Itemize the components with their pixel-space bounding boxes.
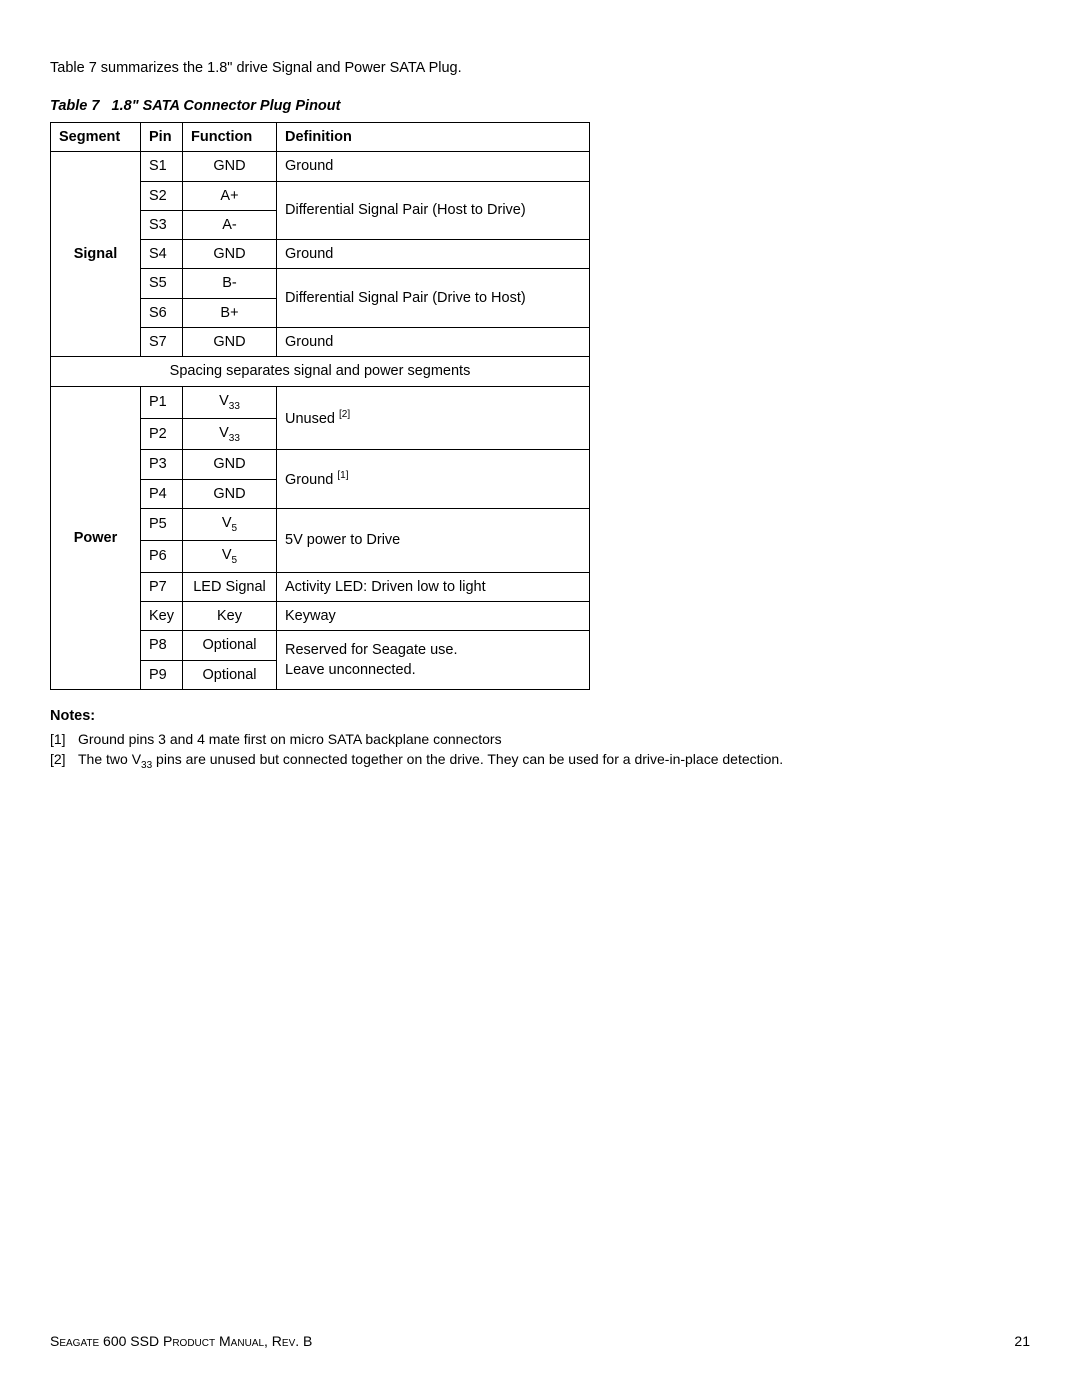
def-cell: Differential Signal Pair (Drive to Host): [277, 269, 590, 328]
func-cell: GND: [183, 328, 277, 357]
pin-cell: P8: [141, 631, 183, 660]
table-row: Power P1 V33 Unused [2]: [51, 386, 590, 418]
note-num: [2]: [50, 750, 78, 773]
segment-signal: Signal: [51, 152, 141, 357]
pin-cell: S4: [141, 240, 183, 269]
note-item: [1] Ground pins 3 and 4 mate first on mi…: [50, 730, 1030, 750]
func-cell: V33: [183, 418, 277, 450]
segment-power: Power: [51, 386, 141, 689]
func-cell: A-: [183, 210, 277, 239]
note-text: The two V33 pins are unused but connecte…: [78, 750, 783, 773]
def-cell: Ground: [277, 328, 590, 357]
func-cell: V5: [183, 509, 277, 541]
def-cell: Ground: [277, 152, 590, 181]
func-cell: GND: [183, 479, 277, 508]
func-cell: GND: [183, 152, 277, 181]
def-cell: Keyway: [277, 602, 590, 631]
pin-cell: S7: [141, 328, 183, 357]
th-definition: Definition: [277, 123, 590, 152]
pin-cell: P3: [141, 450, 183, 479]
pin-cell: S1: [141, 152, 183, 181]
note-text: Ground pins 3 and 4 mate first on micro …: [78, 730, 502, 750]
func-cell: B-: [183, 269, 277, 298]
def-cell: Unused [2]: [277, 386, 590, 450]
pin-cell: P9: [141, 660, 183, 689]
page-content: Table 7 summarizes the 1.8" drive Signal…: [0, 0, 1080, 1397]
page-footer: Seagate 600 SSD Product Manual, Rev. B 2…: [50, 1333, 1030, 1349]
pin-cell: P6: [141, 540, 183, 572]
func-cell: Optional: [183, 631, 277, 660]
pin-cell: P1: [141, 386, 183, 418]
func-cell: A+: [183, 181, 277, 210]
spacer-cell: Spacing separates signal and power segme…: [51, 357, 590, 386]
table-header-row: Segment Pin Function Definition: [51, 123, 590, 152]
table-row: Signal S1 GND Ground: [51, 152, 590, 181]
footer-page-number: 21: [1014, 1333, 1030, 1349]
func-cell: V5: [183, 540, 277, 572]
pin-cell: S6: [141, 298, 183, 327]
pin-cell: S3: [141, 210, 183, 239]
caption-title: 1.8" SATA Connector Plug Pinout: [112, 98, 341, 114]
pin-cell: P4: [141, 479, 183, 508]
note-item: [2] The two V33 pins are unused but conn…: [50, 750, 1030, 773]
func-cell: B+: [183, 298, 277, 327]
def-cell: Ground [1]: [277, 450, 590, 509]
pin-cell: S2: [141, 181, 183, 210]
func-cell: V33: [183, 386, 277, 418]
th-segment: Segment: [51, 123, 141, 152]
th-function: Function: [183, 123, 277, 152]
func-cell: Optional: [183, 660, 277, 689]
pinout-table: Segment Pin Function Definition Signal S…: [50, 122, 590, 690]
def-cell: Reserved for Seagate use. Leave unconnec…: [277, 631, 590, 690]
func-cell: GND: [183, 240, 277, 269]
def-cell: Ground: [277, 240, 590, 269]
pin-cell: P5: [141, 509, 183, 541]
pin-cell: Key: [141, 602, 183, 631]
func-cell: GND: [183, 450, 277, 479]
notes-heading: Notes:: [50, 708, 1030, 724]
def-cell: Activity LED: Driven low to light: [277, 572, 590, 601]
pin-cell: S5: [141, 269, 183, 298]
caption-prefix: Table 7: [50, 98, 99, 114]
notes-list: [1] Ground pins 3 and 4 mate first on mi…: [50, 730, 1030, 772]
func-cell: Key: [183, 602, 277, 631]
pin-cell: P2: [141, 418, 183, 450]
intro-suffix: Signal and Power SATA Plug.: [272, 60, 462, 76]
def-cell: Differential Signal Pair (Host to Drive): [277, 181, 590, 240]
intro-prefix: Table 7 summarizes the 1.8" drive: [50, 60, 272, 76]
footer-left: Seagate 600 SSD Product Manual, Rev. B: [50, 1333, 312, 1349]
func-cell: LED Signal: [183, 572, 277, 601]
intro-paragraph: Table 7 summarizes the 1.8" drive Signal…: [50, 60, 1030, 76]
th-pin: Pin: [141, 123, 183, 152]
pin-cell: P7: [141, 572, 183, 601]
def-cell: 5V power to Drive: [277, 509, 590, 573]
note-num: [1]: [50, 730, 78, 750]
table-caption: Table 7 1.8" SATA Connector Plug Pinout: [50, 98, 1030, 114]
spacer-row: Spacing separates signal and power segme…: [51, 357, 590, 386]
